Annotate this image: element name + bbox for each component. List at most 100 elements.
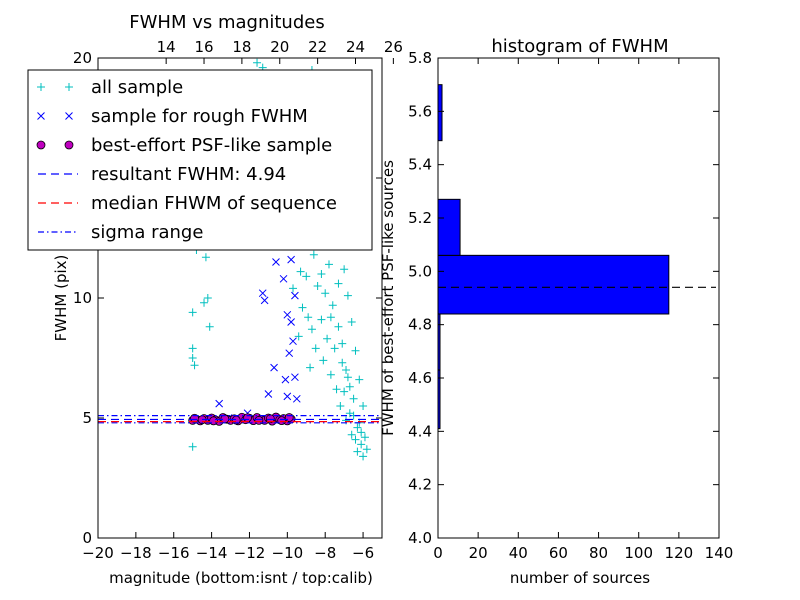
x-tick-label: 20: [469, 544, 488, 562]
scatter-ylabel: FWHM (pix): [52, 255, 70, 342]
y-tick-label: 5.6: [408, 102, 432, 120]
y-tick-label: 5.2: [408, 209, 432, 227]
x-tick-label: −14: [196, 544, 228, 562]
x-tick-label: 60: [549, 544, 568, 562]
legend-marker: [64, 140, 74, 150]
x-tick-label: 40: [509, 544, 528, 562]
data-point: [264, 390, 273, 398]
data-point: [201, 253, 210, 262]
y-tick-label: 4.0: [408, 529, 432, 547]
scatter-panel: FWHM vs magnitudes −20 −18 −16 −14 −12 −10 −8−…: [27, 12, 403, 587]
data-point: [351, 435, 360, 444]
data-point: [209, 416, 218, 426]
legend-label: sigma range: [91, 222, 203, 243]
data-point: [281, 375, 290, 384]
x-tick-label: 0: [433, 544, 443, 562]
data-point: [285, 349, 294, 358]
top-tick-label: 18: [232, 38, 251, 56]
data-point: [203, 294, 212, 302]
data-point: [343, 373, 352, 382]
data-point: [292, 394, 301, 403]
x-tick-label: −18: [120, 544, 152, 562]
data-point: [294, 332, 303, 341]
x-tick-label: −10: [272, 544, 304, 562]
data-point: [215, 399, 224, 408]
y-tick-label: 0: [82, 529, 92, 547]
data-point: [298, 303, 307, 312]
data-point: [336, 402, 345, 410]
data-point: [283, 392, 292, 401]
data-point: [291, 373, 299, 382]
legend-label: sample for rough FWHM: [91, 106, 308, 127]
y-tick-label: 5.8: [408, 49, 432, 67]
histogram-frame: [437, 57, 720, 539]
data-point: [351, 346, 360, 355]
data-point: [347, 318, 356, 326]
legend-marker: [37, 112, 45, 120]
data-point: [253, 58, 262, 67]
data-point: [306, 363, 315, 372]
data-point: [188, 442, 197, 451]
legend-label: resultant FWHM: 4.94: [91, 164, 286, 185]
histogram-bar: [437, 84, 443, 142]
data-point: [353, 423, 362, 432]
data-point: [326, 313, 335, 322]
x-tick-label: −16: [158, 544, 190, 562]
legend-box: [27, 69, 373, 251]
data-point: [338, 358, 347, 367]
y-tick-label: 4.2: [408, 476, 432, 494]
data-point: [243, 413, 252, 423]
data-point: [328, 301, 337, 310]
histogram-bar: [437, 198, 461, 256]
x-tick-label: 80: [589, 544, 608, 562]
legend-marker: [65, 112, 73, 120]
data-point: [345, 382, 354, 391]
data-point: [347, 430, 356, 439]
data-point: [319, 356, 328, 365]
x-tick-label: −8: [314, 544, 336, 562]
x-tick-label: −12: [234, 544, 266, 562]
legend-label: best-effort PSF-like sample: [91, 135, 332, 156]
data-point: [334, 279, 343, 288]
data-point: [291, 291, 299, 300]
legend-label: all sample: [91, 77, 183, 98]
histogram-ylabel: FWHM of best-effort PSF-like sources: [379, 160, 397, 436]
data-point: [326, 370, 335, 379]
y-tick-label: 4.8: [408, 316, 432, 334]
data-point: [340, 265, 349, 274]
data-point: [287, 318, 295, 326]
legend-entry: sigma range: [38, 222, 203, 243]
data-point: [188, 354, 197, 362]
histogram-panel: histogram of FWHM 0 20 40 60 80 100 120 140 4.0 4…: [379, 36, 733, 587]
legend-marker: [65, 83, 73, 91]
legend-entry: best-effort PSF-like sample: [36, 135, 332, 156]
x-tick-label: −20: [82, 544, 114, 562]
data-point: [342, 366, 351, 374]
top-tick-label: 24: [346, 38, 365, 56]
y-tick-label: 5.0: [408, 262, 432, 280]
y-tick-label: 20: [73, 49, 92, 67]
x-tick-label: 140: [705, 544, 734, 562]
data-point: [343, 291, 352, 300]
y-tick-label: 4.4: [408, 422, 432, 440]
y-tick-label: 5: [82, 409, 92, 427]
data-point: [289, 337, 297, 346]
legend-label: median FHWM of sequence: [91, 193, 337, 214]
x-tick-label: −6: [352, 544, 374, 562]
data-point: [359, 452, 368, 461]
histogram-ticks: 0 20 40 60 80 100 120 140 4.0 4.2 4.4 4.6 4.8 5.0 5.2 5…: [408, 49, 733, 562]
legend-marker: [37, 83, 45, 91]
data-point: [362, 445, 371, 454]
data-point: [355, 375, 364, 384]
data-point: [317, 270, 326, 278]
data-point: [258, 289, 267, 298]
data-point: [334, 322, 343, 331]
data-point: [330, 344, 339, 353]
data-point: [283, 310, 292, 319]
data-point: [200, 298, 209, 307]
legend-entry: resultant FWHM: 4.94: [38, 164, 286, 185]
data-point: [317, 315, 326, 324]
histogram-bar: [437, 254, 670, 315]
data-point: [359, 402, 368, 410]
